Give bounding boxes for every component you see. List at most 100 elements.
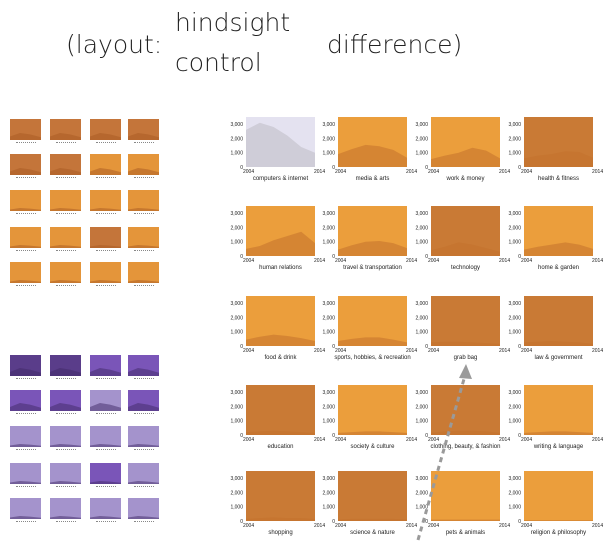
thumbnail-series [50,516,81,519]
thumbnail-panel[interactable] [90,227,121,251]
thumbnail-panel[interactable] [128,190,159,214]
hindsight-option[interactable]: hindsight [175,8,291,37]
thumbnail-series [128,133,159,140]
control-thumbnail-grid[interactable] [8,352,160,527]
thumbnail-panel[interactable] [90,426,121,450]
panel-background [246,471,315,521]
y-tick-label: 2,000 [508,136,521,142]
thumbnail-series [10,280,41,283]
thumbnail-panel[interactable] [10,426,41,450]
x-tick-label: 2004 [521,437,532,443]
thumbnail-panel[interactable] [50,190,81,214]
thumbnail-panel[interactable] [10,498,41,522]
thumbnail-panel[interactable] [10,154,41,178]
thumbnail-panel[interactable] [90,119,121,143]
thumbnail-panel[interactable] [10,355,41,379]
y-tick-label: 2,000 [415,136,428,142]
thumbnail-panel[interactable] [50,426,81,450]
thumbnail-caption [96,142,116,144]
x-tick-label: 2014 [592,169,603,175]
thumbnail-panel[interactable] [10,190,41,214]
x-tick-label: 2014 [314,348,325,354]
y-tick-label: 3,000 [508,122,521,128]
thumbnail-panel[interactable] [90,498,121,522]
thumbnail-panel[interactable] [90,262,121,286]
thumbnail-panel[interactable] [128,119,159,143]
x-tick-label: 2004 [335,437,346,443]
thumbnail-area [90,245,121,248]
y-tick-label: 2,000 [415,225,428,231]
x-tick-label: 2014 [314,258,325,264]
thumbnail-panel[interactable] [10,390,41,414]
thumbnail-panel[interactable] [90,154,121,178]
thumbnail-panel[interactable] [90,463,121,487]
y-tick-label: 3,000 [508,211,521,217]
panel-title: sports, hobbies, & recreation [334,355,410,361]
thumbnail-area [10,403,41,411]
y-tick-label: 3,000 [415,390,428,396]
hindsight-thumbnail-grid[interactable] [8,116,160,296]
area-series [338,518,407,521]
y-tick-label: 0 [425,344,428,350]
control-option[interactable]: control [175,48,262,77]
y-tick-label: 0 [425,165,428,171]
thumbnail-panel[interactable] [128,262,159,286]
thumbnail-area [128,368,159,376]
panel-background [524,296,593,346]
panel-background [524,385,593,435]
thumbnail-panel[interactable] [10,119,41,143]
thumbnail-series [50,368,81,376]
thumbnail-caption [134,486,154,488]
x-tick-label: 2004 [428,169,439,175]
y-tick-label: 1,000 [322,505,335,511]
panel-title: society & culture [350,444,395,450]
thumbnail-series [128,368,159,376]
thumbnail-panel[interactable] [90,355,121,379]
thumbnail-panel[interactable] [128,426,159,450]
y-tick-label: 2,000 [230,404,243,410]
thumbnail-panel[interactable] [50,463,81,487]
thumbnail-panel[interactable] [50,227,81,251]
thumbnail-panel[interactable] [50,262,81,286]
thumbnail-caption [56,521,76,523]
thumbnail-area [10,516,41,519]
panel-title: clothing, beauty, & fashion [431,444,501,450]
thumbnail-series [10,403,41,411]
thumbnail-panel[interactable] [50,498,81,522]
thumbnail-panel[interactable] [50,154,81,178]
thumbnail-panel[interactable] [50,390,81,414]
thumbnail-panel[interactable] [128,355,159,379]
thumbnail-panel[interactable] [10,227,41,251]
thumbnail-panel[interactable] [10,463,41,487]
y-tick-label: 0 [518,344,521,350]
panel-background [246,385,315,435]
thumbnail-caption [56,177,76,179]
thumbnail-area [10,444,41,447]
panel-title: shopping [268,530,292,536]
thumbnail-series [90,403,121,411]
y-tick-label: 1,000 [230,240,243,246]
y-tick-label: 0 [332,433,335,439]
thumbnail-panel[interactable] [90,190,121,214]
thumbnail-panel[interactable] [90,390,121,414]
y-tick-label: 2,000 [508,404,521,410]
y-tick-label: 3,000 [322,211,335,217]
thumbnail-panel[interactable] [128,227,159,251]
thumbnail-panel[interactable] [10,262,41,286]
thumbnail-panel[interactable] [128,463,159,487]
area-series [246,430,315,435]
thumbnail-panel[interactable] [128,154,159,178]
panel-title: grab bag [454,355,478,361]
thumbnail-panel[interactable] [128,498,159,522]
thumbnail-panel[interactable] [50,355,81,379]
y-tick-label: 2,000 [230,315,243,321]
y-tick-label: 0 [518,254,521,260]
y-tick-label: 3,000 [322,476,335,482]
area-series [246,231,315,256]
thumbnail-panel[interactable] [50,119,81,143]
x-tick-label: 2004 [243,437,254,443]
thumbnail-series [90,280,121,283]
thumbnail-panel[interactable] [128,390,159,414]
y-tick-label: 2,000 [415,490,428,496]
y-tick-label: 2,000 [322,490,335,496]
